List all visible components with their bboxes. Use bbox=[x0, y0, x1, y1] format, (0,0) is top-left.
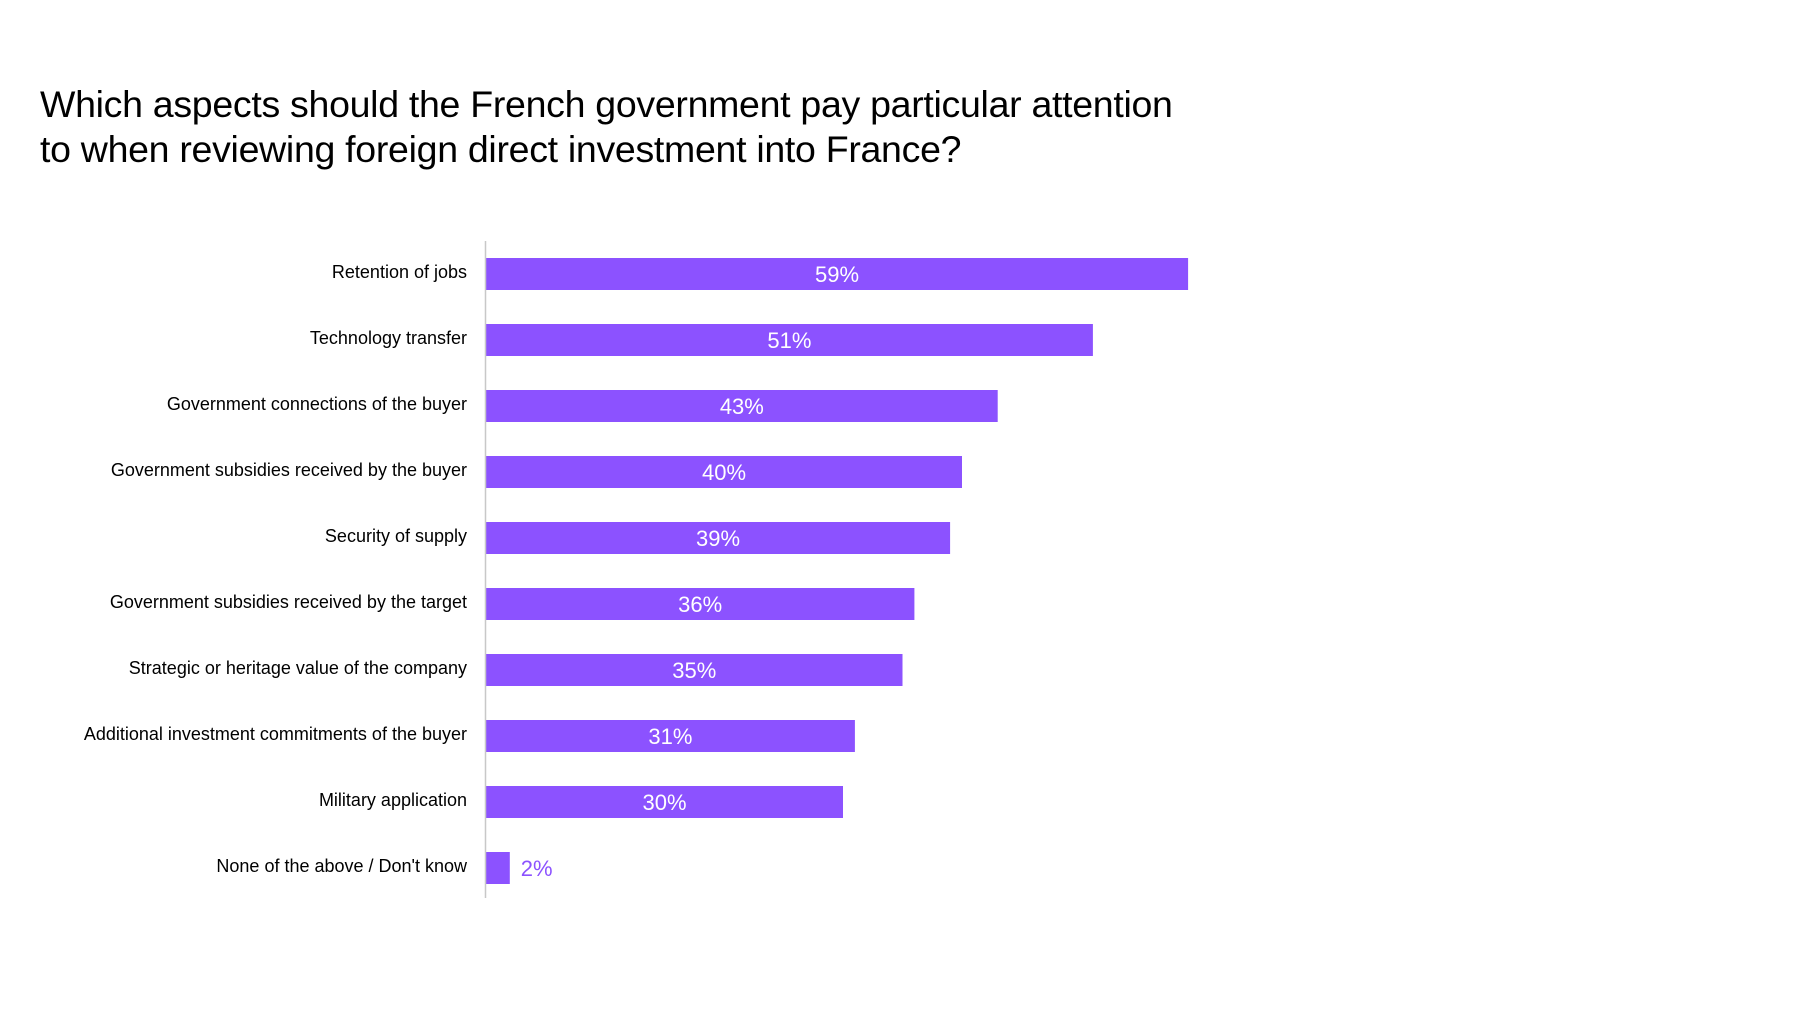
data-label: 31% bbox=[648, 724, 692, 749]
data-label: 51% bbox=[767, 328, 811, 353]
bar-row: Additional investment commitments of the… bbox=[84, 720, 855, 752]
category-label: Retention of jobs bbox=[332, 262, 467, 282]
category-label: Government connections of the buyer bbox=[167, 394, 467, 414]
bar bbox=[486, 852, 510, 884]
bar-row: Technology transfer 51% bbox=[310, 324, 1093, 356]
bar bbox=[486, 390, 998, 422]
bar bbox=[486, 786, 843, 818]
chart-title-line-2: to when reviewing foreign direct investm… bbox=[40, 128, 962, 170]
category-label: Government subsidies received by the tar… bbox=[110, 592, 467, 612]
data-label: 59% bbox=[815, 262, 859, 287]
data-label: 39% bbox=[696, 526, 740, 551]
bar-row: None of the above / Don't know 2% bbox=[216, 852, 553, 884]
bar-row: Government subsidies received by the buy… bbox=[111, 456, 962, 488]
bar bbox=[486, 456, 962, 488]
bar bbox=[486, 588, 915, 620]
chart-title: Which aspects should the French governme… bbox=[40, 82, 1340, 172]
category-label: Security of supply bbox=[325, 526, 467, 546]
bar bbox=[486, 258, 1189, 290]
category-label: Technology transfer bbox=[310, 328, 467, 348]
bars-group: Retention of jobs 59% Technology transfer 5… bbox=[84, 258, 1189, 884]
bar-row: Government connections of the buyer 43% bbox=[167, 390, 998, 422]
data-label: 2% bbox=[521, 856, 553, 881]
data-label: 43% bbox=[720, 394, 764, 419]
chart-title-line-1: Which aspects should the French governme… bbox=[40, 83, 1173, 125]
category-label: Military application bbox=[319, 790, 467, 810]
bar-row: Military application 30% bbox=[319, 786, 843, 818]
data-label: 30% bbox=[642, 790, 686, 815]
bar bbox=[486, 324, 1093, 356]
data-label: 36% bbox=[678, 592, 722, 617]
bar-row: Security of supply 39% bbox=[325, 522, 951, 554]
data-label: 35% bbox=[672, 658, 716, 683]
bar-row: Retention of jobs 59% bbox=[332, 258, 1189, 290]
bar bbox=[486, 654, 903, 686]
bar-row: Strategic or heritage value of the compa… bbox=[129, 654, 903, 686]
bar bbox=[486, 720, 855, 752]
category-label: Strategic or heritage value of the compa… bbox=[129, 658, 467, 678]
category-label: Government subsidies received by the buy… bbox=[111, 460, 467, 480]
category-label: None of the above / Don't know bbox=[216, 856, 468, 876]
bar-row: Government subsidies received by the tar… bbox=[110, 588, 915, 620]
category-label: Additional investment commitments of the… bbox=[84, 724, 467, 744]
data-label: 40% bbox=[702, 460, 746, 485]
bar bbox=[486, 522, 951, 554]
